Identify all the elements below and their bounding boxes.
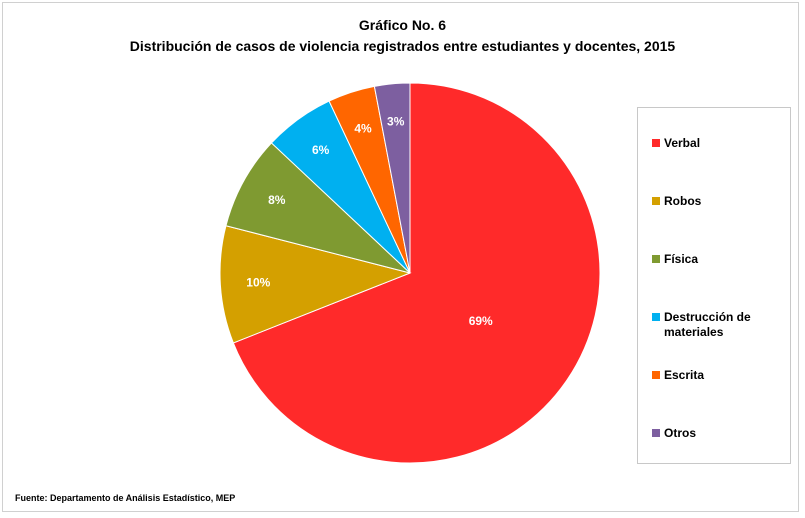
pie-label-robos: 10%: [246, 276, 270, 290]
legend-swatch: [652, 371, 660, 379]
legend-label: Destrucción de materiales: [664, 310, 751, 339]
legend-label: Física: [664, 252, 699, 266]
legend-swatch: [652, 255, 660, 263]
chart-title: Gráfico No. 6: [358, 17, 447, 33]
pie-label-física: 8%: [268, 193, 286, 207]
source-note: Fuente: Departamento de Análisis Estadís…: [15, 493, 236, 503]
legend-swatch: [652, 429, 660, 437]
legend-swatch: [652, 197, 660, 205]
pie-label-verbal: 69%: [469, 314, 493, 328]
pie-slice-física: [225, 142, 411, 274]
pie-label-escrita: 4%: [354, 121, 372, 135]
legend-label: Escrita: [664, 368, 705, 382]
legend-swatch: [652, 313, 660, 321]
pie-slice-otros: [373, 82, 411, 274]
pie-label-destrucción-de-materiales: 6%: [312, 143, 330, 157]
chart-legend: Verbal Robos Física Destrucción de mater…: [637, 107, 791, 464]
pie-slice-verbal: [232, 82, 601, 464]
chart-subtitle: Distribución de casos de violencia regis…: [129, 38, 676, 54]
legend-label: Verbal: [664, 136, 701, 150]
pie-label-otros: 3%: [387, 115, 405, 129]
pie-slice-robos: [219, 225, 412, 344]
legend-label: Otros: [664, 426, 697, 440]
legend-swatch: [652, 139, 660, 147]
legend-label: Robos: [664, 194, 702, 208]
